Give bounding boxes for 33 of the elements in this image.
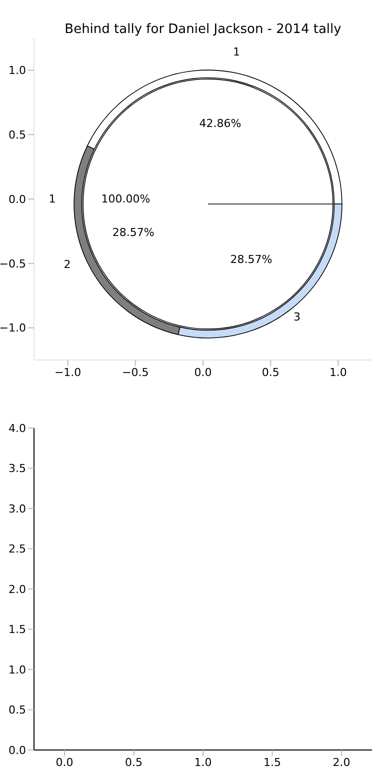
y-tick-label: 0.5 [8,128,26,142]
x-tick-label: 1.0 [329,366,347,379]
x-tick-label: −0.5 [122,366,149,379]
y-tick-label: 3.0 [8,502,26,516]
data-label: 100.00% [101,192,150,206]
x-tick-label: 1.5 [264,756,282,769]
y-tick-label: 4.0 [8,422,26,435]
y-tick-label: 1.5 [8,623,26,636]
x-tick-label: 0.0 [56,756,74,769]
y-tick-label: −1.0 [0,322,26,335]
x-tick-label: 0.5 [262,366,280,379]
y-tick-label: 3.5 [8,462,26,476]
y-tick-label: 0.0 [8,192,26,206]
y-tick-label: 2.5 [8,542,26,556]
slice-label: 1 [233,46,240,59]
data-label: 42.86% [199,117,242,130]
slice-label: 3 [293,310,300,324]
y-tick-label: 1.0 [8,64,26,78]
x-tick-label: 2.0 [332,756,350,769]
y-tick-label: 2.0 [8,582,26,596]
x-tick-label: 0.0 [194,366,212,379]
y-tick-label: 0.5 [8,704,26,717]
y-tick-label: 1.0 [8,663,26,676]
x-tick-label: −1.0 [54,366,82,379]
x-tick-label: 0.5 [124,756,142,769]
x-tick-label: 1.0 [194,756,212,769]
slice-label: 2 [64,258,71,271]
y-tick-label: −0.5 [0,257,26,270]
data-label: 28.57% [112,226,154,240]
slice-label: 1 [48,192,56,206]
data-label: 28.57% [230,252,272,266]
chart-title: Behind tally for Daniel Jackson - 2014 tally [64,22,342,37]
y-tick-label: 0.0 [8,744,26,757]
